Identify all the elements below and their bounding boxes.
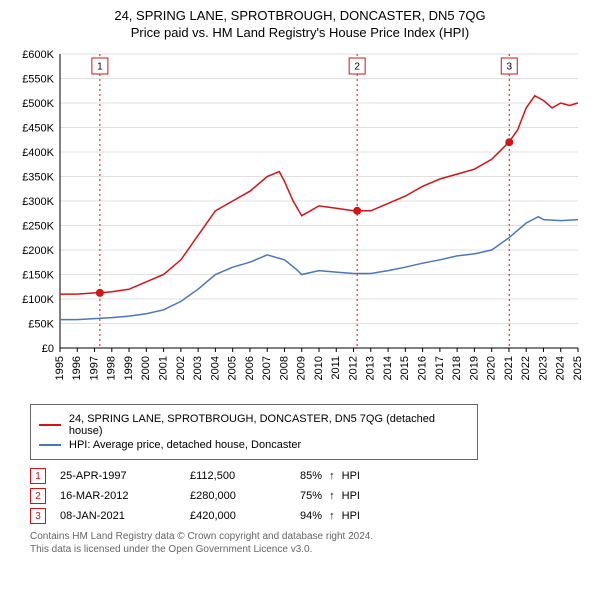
svg-text:£400K: £400K [22,147,54,159]
svg-text:2015: 2015 [399,356,411,380]
svg-text:£350K: £350K [22,172,54,184]
title-sub: Price paid vs. HM Land Registry's House … [0,25,600,40]
transaction-pct: 75% ↑ HPI [300,490,380,502]
transaction-row: 1 25-APR-1997 £112,500 85% ↑ HPI [30,468,600,484]
transactions-table: 1 25-APR-1997 £112,500 85% ↑ HPI 2 16-MA… [30,468,600,524]
svg-text:2008: 2008 [278,356,290,380]
transaction-pct-value: 94% [300,510,322,522]
transaction-row: 2 16-MAR-2012 £280,000 75% ↑ HPI [30,488,600,504]
transaction-price: £280,000 [190,490,300,502]
svg-text:2005: 2005 [227,356,239,380]
svg-text:1999: 1999 [123,356,135,380]
legend-item: 24, SPRING LANE, SPROTBROUGH, DONCASTER,… [39,413,469,437]
svg-text:2011: 2011 [330,356,342,380]
legend-swatch [39,444,61,446]
svg-text:£0: £0 [42,343,54,355]
svg-text:2013: 2013 [365,356,377,380]
svg-text:£200K: £200K [22,245,54,257]
svg-text:1998: 1998 [106,356,118,380]
transaction-date: 16-MAR-2012 [60,490,190,502]
title-block: 24, SPRING LANE, SPROTBROUGH, DONCASTER,… [0,0,600,46]
svg-text:2024: 2024 [555,356,567,380]
svg-text:2001: 2001 [158,356,170,380]
svg-text:2007: 2007 [261,356,273,380]
svg-text:£50K: £50K [28,319,54,331]
transaction-marker-box: 2 [30,488,46,504]
transaction-price: £420,000 [190,510,300,522]
svg-text:£100K: £100K [22,294,54,306]
transaction-marker-box: 1 [30,468,46,484]
up-arrow-icon: ↑ [329,510,335,522]
svg-text:2: 2 [354,62,360,73]
svg-text:£500K: £500K [22,98,54,110]
chart-svg: £0 £50K £100K £150K £200K £250K £300K £350K £400… [10,46,590,396]
svg-text:2017: 2017 [434,356,446,380]
svg-text:2021: 2021 [503,356,515,380]
svg-text:£550K: £550K [22,74,54,86]
svg-text:2012: 2012 [347,356,359,380]
svg-text:£450K: £450K [22,123,54,135]
transaction-pct: 94% ↑ HPI [300,510,380,522]
svg-text:2019: 2019 [468,356,480,380]
up-arrow-icon: ↑ [329,490,335,502]
footer-line: This data is licensed under the Open Gov… [30,543,600,556]
up-arrow-icon: ↑ [329,470,335,482]
transaction-date: 08-JAN-2021 [60,510,190,522]
svg-text:£150K: £150K [22,270,54,282]
svg-text:1995: 1995 [54,356,66,380]
transaction-pct-value: 85% [300,470,322,482]
svg-text:2020: 2020 [486,356,498,380]
svg-text:2003: 2003 [192,356,204,380]
svg-text:1997: 1997 [88,356,100,380]
transaction-pct-suffix: HPI [342,490,360,502]
svg-text:2025: 2025 [572,356,584,380]
svg-text:2023: 2023 [537,356,549,380]
svg-text:2014: 2014 [382,356,394,380]
chart-plot: £0 £50K £100K £150K £200K £250K £300K £350K £400… [10,46,590,396]
legend-item: HPI: Average price, detached house, Donc… [39,439,469,451]
transaction-pct-value: 75% [300,490,322,502]
svg-text:2002: 2002 [175,356,187,380]
svg-text:£250K: £250K [22,221,54,233]
legend-swatch [39,424,61,426]
transaction-row: 3 08-JAN-2021 £420,000 94% ↑ HPI [30,508,600,524]
transaction-date: 25-APR-1997 [60,470,190,482]
transaction-marker-number: 3 [35,511,41,522]
legend: 24, SPRING LANE, SPROTBROUGH, DONCASTER,… [30,404,478,460]
transaction-marker-box: 3 [30,508,46,524]
svg-text:2010: 2010 [313,356,325,380]
svg-text:£300K: £300K [22,196,54,208]
svg-text:2016: 2016 [417,356,429,380]
svg-text:2006: 2006 [244,356,256,380]
transaction-marker-number: 1 [35,471,41,482]
title-main: 24, SPRING LANE, SPROTBROUGH, DONCASTER,… [0,8,600,23]
svg-text:2000: 2000 [140,356,152,380]
svg-text:3: 3 [506,62,512,73]
transaction-pct-suffix: HPI [342,470,360,482]
footer: Contains HM Land Registry data © Crown c… [30,530,600,556]
svg-text:2018: 2018 [451,356,463,380]
transaction-price: £112,500 [190,470,300,482]
svg-text:1996: 1996 [71,356,83,380]
chart-container: 24, SPRING LANE, SPROTBROUGH, DONCASTER,… [0,0,600,556]
svg-text:2004: 2004 [209,356,221,380]
svg-text:1: 1 [97,62,103,73]
legend-label: HPI: Average price, detached house, Donc… [69,439,301,451]
transaction-marker-number: 2 [35,491,41,502]
footer-line: Contains HM Land Registry data © Crown c… [30,530,600,543]
transaction-pct: 85% ↑ HPI [300,470,380,482]
legend-label: 24, SPRING LANE, SPROTBROUGH, DONCASTER,… [69,413,469,437]
transaction-pct-suffix: HPI [342,510,360,522]
svg-text:2022: 2022 [520,356,532,380]
svg-text:2009: 2009 [296,356,308,380]
svg-text:£600K: £600K [22,49,54,61]
